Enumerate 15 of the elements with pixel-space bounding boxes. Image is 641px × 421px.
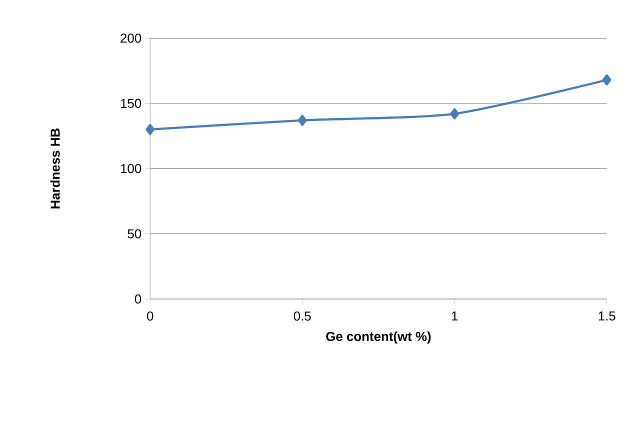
point bbox=[602, 74, 612, 86]
x-tick-label: 1 bbox=[452, 311, 458, 320]
y-tick-label: 150 bbox=[120, 98, 142, 108]
x-tick-label: 0.5 bbox=[294, 311, 311, 321]
y-tick-label: 100 bbox=[120, 164, 142, 174]
y-axis-title: Hardness HB bbox=[50, 128, 60, 208]
x-tick-label: 0 bbox=[147, 311, 154, 321]
x-tick-label: 1.5 bbox=[598, 311, 616, 320]
point bbox=[450, 108, 460, 120]
point bbox=[298, 114, 307, 126]
point bbox=[146, 124, 155, 135]
y-tick-label: 50 bbox=[128, 229, 142, 238]
y-tick-label: 200 bbox=[120, 34, 142, 43]
x-axis-title: Ge content(wt %) bbox=[326, 331, 431, 344]
y-tick-label: 0 bbox=[134, 294, 142, 304]
